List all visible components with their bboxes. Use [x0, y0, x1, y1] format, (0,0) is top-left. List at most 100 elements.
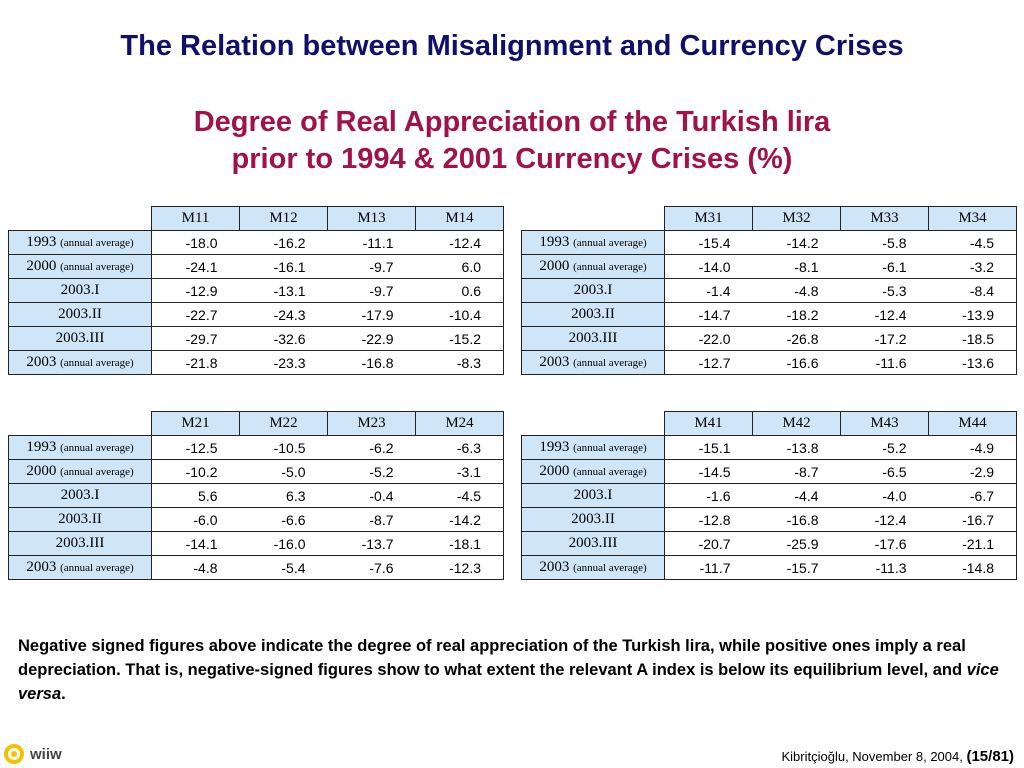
column-header: M22 — [239, 411, 328, 436]
table-cell: -6.2 — [327, 435, 416, 460]
note-text: Negative signed figures above indicate t… — [18, 637, 967, 679]
row-label-main: 2000 — [539, 258, 570, 274]
table-cell: -13.6 — [928, 350, 1017, 375]
table-cell: -14.2 — [752, 230, 841, 255]
table-cell: -13.9 — [928, 302, 1017, 327]
table-row: 2003.I -1.6 -4.4 -4.0 -6.7 — [521, 483, 1017, 508]
row-label-note: (annual average) — [573, 261, 647, 273]
row-label-main: 2003.I — [60, 282, 100, 298]
table-row: 2000 (annual average) -10.2 -5.0 -5.2 -3.1 — [8, 459, 504, 484]
table-cell: -8.1 — [752, 254, 841, 279]
table-cell: -6.3 — [415, 435, 504, 460]
row-label-main: 2003.II — [571, 306, 615, 322]
header-row: M21 M22 M23 M24 — [9, 411, 504, 436]
row-label-main: 2000 — [26, 463, 57, 479]
table-cell: -5.3 — [840, 278, 929, 303]
table-cell: -22.7 — [151, 302, 240, 327]
row-label-note: (annual average) — [573, 357, 647, 369]
row-label-note: (annual average) — [60, 237, 134, 249]
column-header: M31 — [664, 206, 753, 231]
column-header: M43 — [840, 411, 929, 436]
row-label: 2003.I — [8, 483, 152, 508]
table-cell: -1.6 — [664, 483, 753, 508]
row-label-main: 1993 — [539, 234, 570, 250]
table-cell: -15.1 — [664, 435, 753, 460]
row-label-main: 2003.I — [573, 282, 613, 298]
table-cell: 6.0 — [415, 254, 504, 279]
table-cell: -20.7 — [664, 531, 753, 556]
row-label: 2000 (annual average) — [8, 459, 152, 484]
table-cell: -1.4 — [664, 278, 753, 303]
row-label: 2003.II — [8, 302, 152, 327]
table-cell: -12.4 — [840, 507, 929, 532]
row-label-main: 2000 — [539, 463, 570, 479]
table-cell: -13.1 — [239, 278, 328, 303]
table-cell: -4.5 — [415, 483, 504, 508]
table-cell: -5.4 — [239, 555, 328, 580]
footer-citation: Kibritçioğlu, November 8, 2004, — [781, 749, 967, 764]
row-label-main: 2003 — [26, 559, 57, 575]
table-cell: -21.8 — [151, 350, 240, 375]
page-number: (15/81) — [966, 748, 1014, 765]
table-cell: -15.2 — [415, 326, 504, 351]
row-label-note: (annual average) — [60, 466, 134, 478]
row-label-main: 2003.II — [571, 511, 615, 527]
table-row: 2003.I -1.4 -4.8 -5.3 -8.4 — [521, 278, 1017, 303]
row-label: 2003 (annual average) — [521, 555, 665, 580]
column-header: M44 — [928, 411, 1017, 436]
table-cell: -12.9 — [151, 278, 240, 303]
table-cell: -24.1 — [151, 254, 240, 279]
table-cell: -6.5 — [840, 459, 929, 484]
table-cell: -3.2 — [928, 254, 1017, 279]
table-cell: -12.4 — [415, 230, 504, 255]
table-cell: -14.8 — [928, 555, 1017, 580]
row-label-note: (annual average) — [60, 562, 134, 574]
row-label-main: 1993 — [26, 234, 57, 250]
table-cell: -7.6 — [327, 555, 416, 580]
table-cell: -4.9 — [928, 435, 1017, 460]
table-cell: -4.8 — [151, 555, 240, 580]
table-cell: -16.8 — [752, 507, 841, 532]
table-cell: -12.8 — [664, 507, 753, 532]
row-label: 1993 (annual average) — [8, 435, 152, 460]
table-cell: -14.1 — [151, 531, 240, 556]
table-cell: -22.9 — [327, 326, 416, 351]
row-label-main: 2003.I — [60, 487, 100, 503]
table-cell: -6.7 — [928, 483, 1017, 508]
table-cell: -5.2 — [327, 459, 416, 484]
table-cell: -22.0 — [664, 326, 753, 351]
row-label: 2003.II — [521, 302, 665, 327]
table-cell: -4.8 — [752, 278, 841, 303]
table-cell: -4.4 — [752, 483, 841, 508]
row-label: 2000 (annual average) — [521, 459, 665, 484]
table-cell: -14.7 — [664, 302, 753, 327]
header-row: M11 M12 M13 M14 — [9, 206, 504, 231]
column-header: M12 — [239, 206, 328, 231]
table-cell: -5.2 — [840, 435, 929, 460]
note-end: . — [61, 685, 66, 703]
table-cell: -16.7 — [928, 507, 1017, 532]
note-italic: vice versa — [18, 661, 999, 703]
table-row: 2003.II -12.8 -16.8 -12.4 -16.7 — [521, 507, 1017, 532]
row-label: 2003.I — [521, 278, 665, 303]
column-header: M13 — [327, 206, 416, 231]
row-label: 2000 (annual average) — [521, 254, 665, 279]
row-label-main: 2000 — [26, 258, 57, 274]
table-row: 2003 (annual average) -21.8 -23.3 -16.8 -8.3 — [8, 350, 504, 375]
table-cell: -0.4 — [327, 483, 416, 508]
explanatory-note: Negative signed figures above indicate t… — [18, 634, 1008, 706]
table-cell: -11.6 — [840, 350, 929, 375]
corner-cell — [522, 207, 665, 231]
row-label-note: (annual average) — [573, 466, 647, 478]
row-label-note: (annual average) — [60, 442, 134, 454]
row-label: 2003.III — [8, 531, 152, 556]
table-cell: 5.6 — [151, 483, 240, 508]
row-label-main: 2003 — [539, 354, 570, 370]
table-cell: -16.0 — [239, 531, 328, 556]
table-cell: -14.5 — [664, 459, 753, 484]
table-cell: -17.2 — [840, 326, 929, 351]
table-row: 2003.II -22.7 -24.3 -17.9 -10.4 — [8, 302, 504, 327]
row-label: 1993 (annual average) — [521, 435, 665, 460]
column-header: M41 — [664, 411, 753, 436]
table-row: 2003.II -6.0 -6.6 -8.7 -14.2 — [8, 507, 504, 532]
